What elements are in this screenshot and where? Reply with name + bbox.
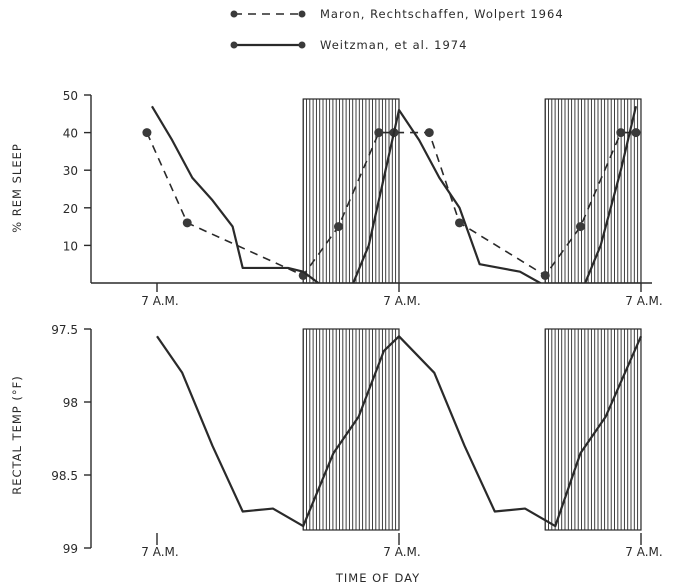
temp-y-axis-label: RECTAL TEMP (°F): [10, 375, 24, 495]
rem-data-point: [540, 270, 550, 280]
rem-x-tick-label: 7 A.M.: [383, 294, 420, 308]
x-axis-title: TIME OF DAY: [335, 571, 420, 585]
rem-series-line-0: [146, 131, 636, 277]
temp-night-band: [544, 328, 642, 531]
rem-y-tick-label: 50: [63, 89, 78, 103]
rem-y-tick-label: 30: [63, 164, 78, 178]
legend-label-weitzman: Weitzman, et al. 1974: [320, 38, 467, 52]
temp-series-line-0: [156, 335, 643, 528]
night-frame: [302, 328, 400, 531]
legend-label-maron: Maron, Rechtschaffen, Wolpert 1964: [320, 7, 564, 21]
night-frame: [544, 328, 642, 531]
rem-data-point: [576, 222, 585, 232]
rem-series-line-1: [151, 105, 638, 283]
legend-marker: [298, 10, 306, 18]
rem-data-point: [616, 128, 626, 138]
rem-x-tick-label: 7 A.M.: [141, 294, 178, 308]
rem-ticks: 10 20 30 40 50 7 A.M. 7 A.M. 7 A.M.: [63, 89, 663, 308]
temp-y-tick-label: 97.5: [51, 323, 78, 337]
temp-x-tick-label: 7 A.M.: [625, 545, 662, 559]
legend-marker: [230, 10, 238, 18]
rem-series: [142, 105, 641, 283]
rem-y-axis-label: % REM SLEEP: [10, 143, 24, 233]
rem-panel: % REM SLEEP 10 20 30 40 50 7 A.M. 7 A.M. 7 A.M.: [10, 89, 663, 308]
rem-data-point: [631, 128, 641, 138]
rem-data-point: [455, 218, 464, 228]
rem-x-tick-label: 7 A.M.: [625, 294, 662, 308]
temp-night-band: [302, 328, 400, 531]
legend-marker: [230, 41, 238, 49]
temp-y-tick-label: 98.5: [51, 469, 78, 483]
rem-data-point: [182, 218, 192, 228]
legend-marker: [298, 41, 306, 49]
temp-y-tick-label: 98: [63, 396, 78, 410]
temp-x-tick-label: 7 A.M.: [383, 545, 420, 559]
night-hatching: [302, 98, 642, 531]
temp-panel: RECTAL TEMP (°F) 97.5 98 98.5 99 7 A.M. 7 A.M…: [10, 323, 663, 585]
rem-night-band: [302, 98, 400, 284]
temp-x-tick-label: 7 A.M.: [141, 545, 178, 559]
rem-y-tick-label: 10: [63, 239, 78, 253]
temp-series: [156, 335, 643, 528]
temp-y-tick-label: 99: [63, 542, 78, 556]
night-frame: [302, 98, 400, 284]
rem-y-tick-label: 20: [63, 202, 78, 216]
rem-y-tick-label: 40: [63, 127, 78, 141]
rem-data-point: [424, 128, 434, 138]
rem-data-point: [142, 128, 152, 138]
legend: Maron, Rechtschaffen, Wolpert 1964 Weitz…: [230, 7, 564, 52]
rem-data-point: [334, 222, 343, 232]
temp-ticks: 97.5 98 98.5 99 7 A.M. 7 A.M. 7 A.M.: [51, 323, 662, 559]
rem-data-point: [374, 128, 384, 138]
